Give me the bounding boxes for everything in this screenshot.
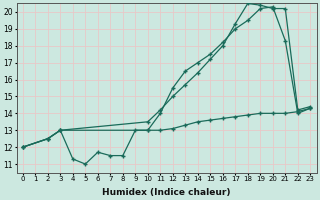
- X-axis label: Humidex (Indice chaleur): Humidex (Indice chaleur): [102, 188, 231, 197]
